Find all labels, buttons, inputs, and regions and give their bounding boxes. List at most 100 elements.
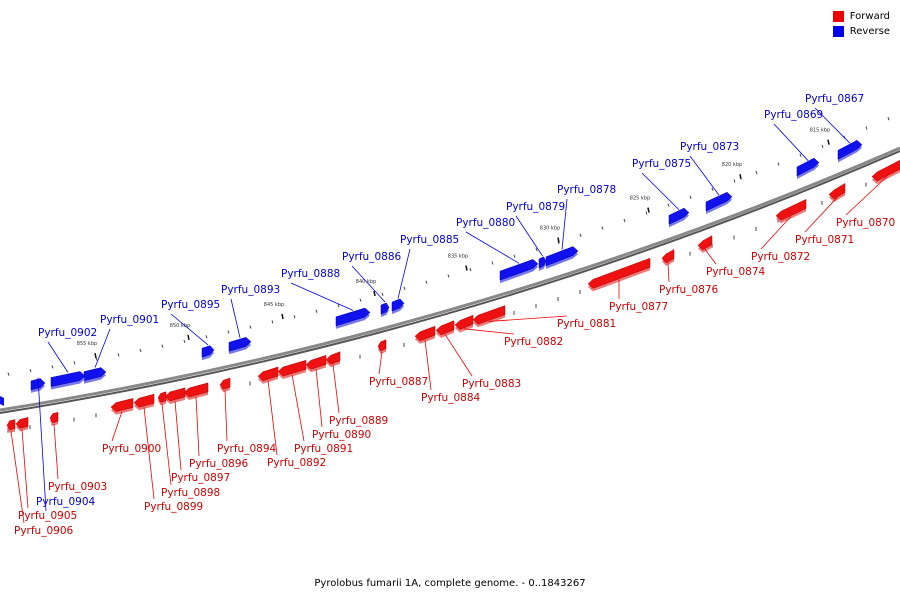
scale-major-tick [373, 290, 376, 297]
gene-label-pyrfu-0883: Pyrfu_0883 [462, 378, 521, 390]
gene-label-pyrfu-0892: Pyrfu_0892 [267, 457, 326, 469]
leader-pyrfu-0881 [488, 315, 568, 322]
scale-major-tick [739, 174, 742, 180]
gene-pyrfu-0905 [15, 417, 29, 429]
gene-label-pyrfu-0889: Pyrfu_0889 [329, 415, 388, 427]
scale-tick-upper [359, 298, 362, 302]
gene-label-pyrfu-0874: Pyrfu_0874 [706, 266, 766, 278]
gene-label-pyrfu-0897: Pyrfu_0897 [171, 472, 230, 484]
leader-pyrfu-0869 [773, 123, 809, 161]
scale-tick-upper [469, 267, 472, 272]
scale-label: 820 kbp [722, 162, 742, 168]
leader-pyrfu-0887 [378, 351, 383, 375]
gene-label-pyrfu-0875: Pyrfu_0875 [632, 158, 691, 170]
scale-tick-upper [645, 211, 648, 215]
scale-tick-upper [601, 226, 604, 230]
gene-label-pyrfu-0879: Pyrfu_0879 [506, 201, 565, 213]
leader-pyrfu-0897 [174, 400, 182, 471]
gene-label-pyrfu-0885: Pyrfu_0885 [400, 234, 459, 246]
gene-pyrfu-0899 [133, 393, 155, 408]
scale-tick-upper [865, 126, 868, 130]
leader-pyrfu-0903 [53, 423, 59, 480]
scale-tick-upper [205, 335, 208, 339]
gene-pyrfu-0898 [157, 391, 167, 403]
gene-label-pyrfu-0876: Pyrfu_0876 [659, 284, 719, 296]
scale-label: 850 kbp [170, 323, 190, 329]
scale-major-tick [557, 237, 560, 243]
scale-tick-upper [425, 280, 428, 284]
scale-tick-upper [689, 195, 692, 199]
gene-pyrfu-0887 [377, 339, 387, 352]
scale-tick-upper [7, 372, 10, 376]
scale-tick-upper [381, 292, 384, 296]
gene-label-pyrfu-0878: Pyrfu_0878 [557, 184, 616, 196]
scale-label: 835 kbp [448, 254, 468, 260]
scale-tick-upper [29, 368, 32, 373]
leader-pyrfu-0904 [37, 377, 47, 512]
scale-tick-upper [535, 247, 538, 252]
axis-shadow [0, 150, 900, 414]
leader-pyrfu-0889 [332, 364, 340, 414]
gene-pyrfu-0869 [796, 157, 820, 177]
leader-pyrfu-0894 [224, 390, 228, 442]
scale-label: 830 kbp [540, 226, 560, 232]
gene-label-pyrfu-0867: Pyrfu_0867 [805, 93, 864, 105]
gene-label-pyrfu-0871: Pyrfu_0871 [795, 234, 854, 246]
leader-pyrfu-0873 [689, 155, 720, 196]
scale-major-tick [465, 265, 468, 271]
gene-pyrfu-0874 [697, 235, 713, 251]
leader-pyrfu-0879 [515, 215, 543, 257]
leader-pyrfu-0891 [291, 374, 305, 442]
gene-label-pyrfu-0887: Pyrfu_0887 [369, 376, 428, 388]
scale-tick-upper [755, 170, 758, 175]
leader-pyrfu-0899 [143, 407, 155, 500]
leader-pyrfu-0870 [845, 176, 888, 216]
scale-tick-upper [447, 274, 450, 278]
scale-tick-upper [271, 320, 274, 324]
gene-label-pyrfu-0906: Pyrfu_0906 [14, 525, 74, 537]
gene-pyrfu-0893 [228, 337, 252, 352]
gene-pyrfu-0902 [50, 371, 86, 387]
gene-pyrfu-0867 [837, 139, 863, 160]
scale-major-tick [94, 352, 97, 359]
scale-tick-upper [139, 348, 142, 353]
gene-label-pyrfu-0899: Pyrfu_0899 [144, 501, 203, 513]
gene-pyrfu-0878 [545, 246, 579, 267]
gene-pyrfu-0873 [705, 191, 733, 212]
leader-pyrfu-0906 [10, 431, 25, 524]
scale-tick-upper [315, 309, 318, 313]
gene-pyrfu-0895 [201, 345, 215, 358]
gene-label-pyrfu-0881: Pyrfu_0881 [557, 318, 616, 330]
leader-pyrfu-0871 [804, 197, 838, 233]
scale-tick-upper [513, 254, 516, 258]
gene-label-pyrfu-0884: Pyrfu_0884 [421, 392, 481, 404]
leader-pyrfu-0883 [444, 334, 473, 377]
scale-major-tick [647, 207, 650, 213]
scale-label: 825 kbp [630, 196, 650, 202]
gene-label-pyrfu-0869: Pyrfu_0869 [764, 109, 823, 121]
scale-major-tick [281, 313, 284, 320]
scale-tick-upper [249, 325, 252, 329]
gene-pyrfu-0875 [668, 207, 690, 225]
gene-label-pyrfu-0886: Pyrfu_0886 [342, 251, 402, 263]
gene-label-pyrfu-0873: Pyrfu_0873 [680, 141, 739, 153]
leader-pyrfu-0900 [111, 411, 123, 442]
scale-major-tick [187, 334, 190, 341]
scale-tick-upper [161, 344, 164, 348]
scale-label: 840 kbp [356, 279, 376, 285]
scale-tick-upper [337, 304, 340, 308]
gene-label-pyrfu-0891: Pyrfu_0891 [294, 443, 353, 455]
gene-label-pyrfu-0898: Pyrfu_0898 [161, 487, 220, 499]
scale-tick-upper [491, 261, 494, 265]
leader-pyrfu-0878 [561, 198, 568, 250]
gene-label-pyrfu-0893: Pyrfu_0893 [221, 284, 280, 296]
scale-tick-upper [623, 218, 626, 223]
gene-label-pyrfu-0872: Pyrfu_0872 [751, 251, 810, 263]
scale-tick-upper [821, 144, 824, 149]
leader-pyrfu-0867 [814, 107, 851, 144]
gene-label-pyrfu-0904: Pyrfu_0904 [36, 496, 96, 508]
gene-label-pyrfu-0901: Pyrfu_0901 [100, 314, 159, 326]
leader-pyrfu-0882 [463, 328, 515, 335]
scale-tick-upper [579, 233, 582, 238]
